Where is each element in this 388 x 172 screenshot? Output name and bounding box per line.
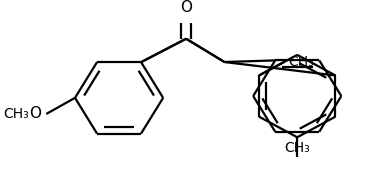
Text: O: O bbox=[29, 106, 42, 121]
Text: CH₃: CH₃ bbox=[3, 107, 29, 121]
Text: CH₃: CH₃ bbox=[288, 55, 314, 69]
Text: O: O bbox=[180, 1, 192, 15]
Text: CH₃: CH₃ bbox=[284, 141, 310, 155]
